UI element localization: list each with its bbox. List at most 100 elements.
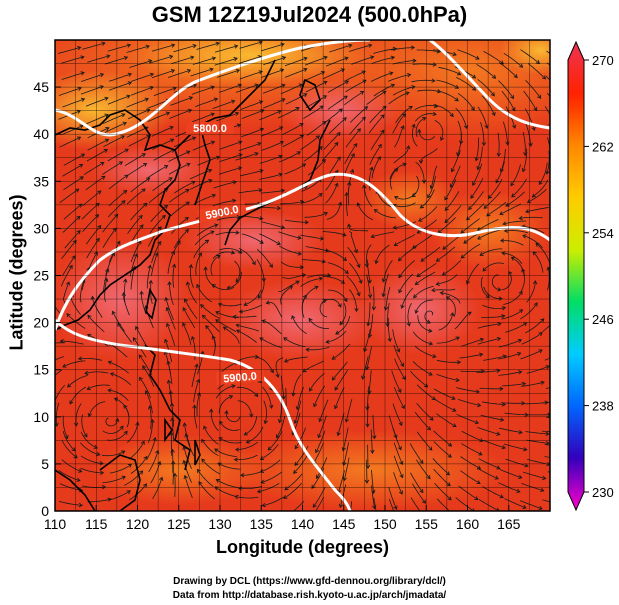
streamline	[522, 132, 526, 156]
streamline-arrow	[381, 293, 386, 298]
streamline-arrow	[183, 474, 188, 480]
streamline	[304, 212, 328, 218]
streamline	[444, 191, 460, 211]
streamline	[182, 307, 196, 329]
streamline	[213, 181, 237, 189]
streamline-arrow	[277, 418, 283, 424]
streamline-arrow	[139, 290, 144, 295]
streamline	[415, 299, 433, 314]
streamline-arrow	[211, 56, 217, 61]
streamline	[372, 415, 375, 439]
streamline	[329, 44, 352, 53]
streamline	[368, 114, 385, 134]
streamline-arrow	[215, 319, 220, 324]
streamline	[498, 371, 522, 376]
streamline-arrow	[558, 108, 561, 112]
streamline	[262, 320, 282, 335]
streamline-arrow	[171, 263, 177, 268]
streamline-arrow	[77, 356, 83, 361]
streamline	[366, 244, 372, 267]
contour-label: 5900.0	[223, 371, 258, 386]
streamline-arrow	[312, 503, 317, 508]
streamline-arrow	[401, 404, 405, 410]
streamline-arrow	[334, 405, 339, 410]
streamline	[190, 68, 214, 77]
streamline-arrow	[393, 505, 398, 510]
streamline-arrow	[426, 426, 432, 431]
streamline	[497, 132, 500, 157]
streamline-arrow	[315, 135, 320, 140]
streamline-arrow	[318, 276, 324, 281]
streamline-arrow	[213, 97, 219, 102]
y-tick-label: 5	[41, 456, 49, 472]
streamline-arrow	[191, 136, 197, 141]
streamline	[80, 85, 104, 95]
streamline-arrow	[135, 421, 140, 426]
streamline-arrow	[66, 313, 71, 318]
streamline-arrow	[281, 56, 287, 61]
streamline-arrow	[182, 307, 187, 312]
streamline	[482, 262, 504, 272]
streamline-arrow	[502, 221, 507, 226]
cool-region	[90, 145, 210, 195]
streamline	[146, 437, 156, 460]
streamline	[451, 149, 461, 172]
streamline-arrow	[435, 257, 441, 262]
streamline	[306, 121, 327, 136]
streamline-arrow	[238, 140, 243, 145]
streamline	[55, 402, 60, 427]
streamline	[502, 121, 508, 145]
streamline-arrow	[233, 457, 239, 462]
streamline	[305, 246, 329, 252]
streamline	[401, 287, 414, 309]
streamline	[104, 122, 127, 133]
streamline	[368, 167, 373, 191]
streamline	[215, 231, 239, 236]
streamline-arrow	[483, 204, 488, 209]
streamline	[420, 189, 435, 209]
streamline	[191, 86, 215, 95]
streamline-arrow	[390, 55, 396, 60]
streamline	[527, 62, 546, 80]
streamline	[412, 63, 437, 66]
streamline-arrow	[334, 169, 339, 174]
streamline-arrow	[555, 315, 558, 319]
streamline-arrow	[422, 499, 426, 504]
credit-drawing: Drawing by DCL (https://www.gfd-dennou.o…	[173, 576, 446, 587]
streamline-arrow	[497, 287, 502, 292]
streamline	[61, 459, 82, 473]
streamline-arrow	[203, 266, 208, 271]
streamline-arrow	[234, 494, 239, 500]
streamline-arrow	[234, 111, 240, 116]
streamline-arrow	[411, 85, 416, 90]
streamline	[292, 374, 302, 396]
streamline-arrow	[342, 232, 347, 237]
gridlines	[55, 40, 550, 511]
streamline-arrow	[170, 417, 175, 422]
streamline	[438, 66, 461, 75]
x-tick-label: 165	[497, 516, 521, 532]
streamline	[417, 315, 432, 332]
streamline	[460, 456, 481, 470]
streamline-arrow	[431, 287, 436, 293]
streamline	[376, 190, 393, 208]
streamline-arrow	[265, 300, 271, 305]
streamline	[460, 370, 485, 372]
streamline	[501, 271, 512, 291]
streamline	[300, 234, 324, 240]
streamline-arrow	[254, 151, 259, 157]
streamline-arrow	[267, 446, 272, 451]
streamline-arrow	[339, 321, 344, 326]
streamline-arrow	[511, 124, 517, 129]
streamline	[327, 289, 348, 302]
streamline	[417, 89, 441, 93]
streamline-arrow	[269, 369, 274, 374]
streamline-arrow	[518, 370, 523, 375]
streamline	[87, 498, 111, 503]
streamline	[190, 264, 194, 289]
streamline	[390, 47, 415, 51]
streamline-arrow	[65, 281, 70, 286]
streamline-arrow	[157, 226, 162, 231]
streamline-arrow	[353, 249, 359, 254]
streamline-arrow	[104, 96, 109, 101]
